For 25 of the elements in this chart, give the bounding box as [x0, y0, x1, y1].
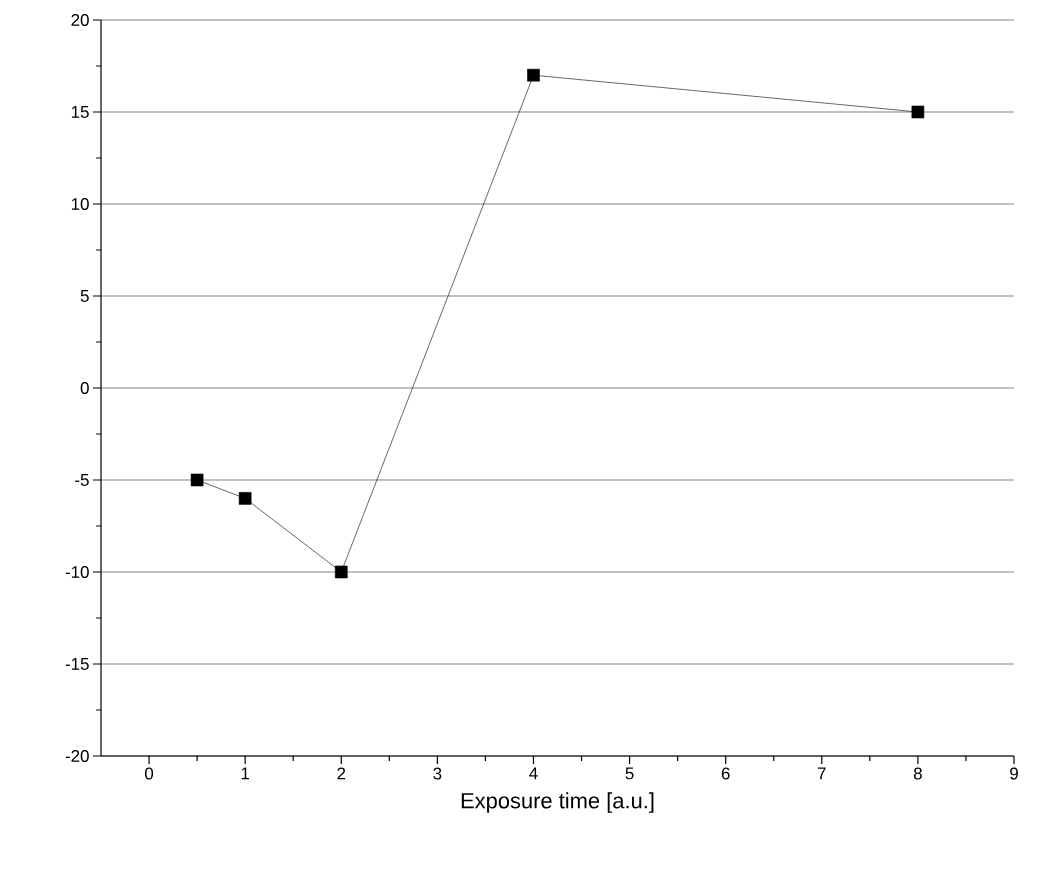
- y-tick-label: 10: [71, 198, 89, 210]
- x-tick-label: 3: [433, 767, 442, 780]
- y-tick-label: 15: [71, 106, 89, 118]
- y-tick-label: -10: [65, 566, 89, 578]
- y-tick-label: 5: [80, 290, 89, 302]
- x-tick-label: 5: [625, 767, 634, 780]
- x-tick-label: 4: [529, 767, 538, 780]
- x-tick-label: 0: [145, 767, 154, 780]
- y-tick-label: -20: [65, 750, 89, 762]
- x-tick-label: 1: [241, 767, 250, 780]
- y-tick-label: 20: [71, 13, 89, 26]
- y-tick-label: 0: [80, 382, 89, 394]
- point: [527, 68, 540, 82]
- x-axis-title: Exposure time [a.u.]: [461, 792, 654, 813]
- point: [238, 492, 252, 505]
- point: [190, 473, 204, 487]
- y-tick-label: -15: [65, 658, 89, 670]
- x-tick-label: 8: [913, 767, 922, 780]
- x-tick-label: 9: [1010, 767, 1018, 780]
- point: [911, 105, 925, 119]
- x-tick-label: 6: [721, 767, 730, 780]
- x-tick-label: 7: [817, 767, 826, 780]
- x-tick-label: 2: [337, 767, 346, 780]
- point: [334, 565, 348, 579]
- y-tick-label: -5: [75, 474, 89, 486]
